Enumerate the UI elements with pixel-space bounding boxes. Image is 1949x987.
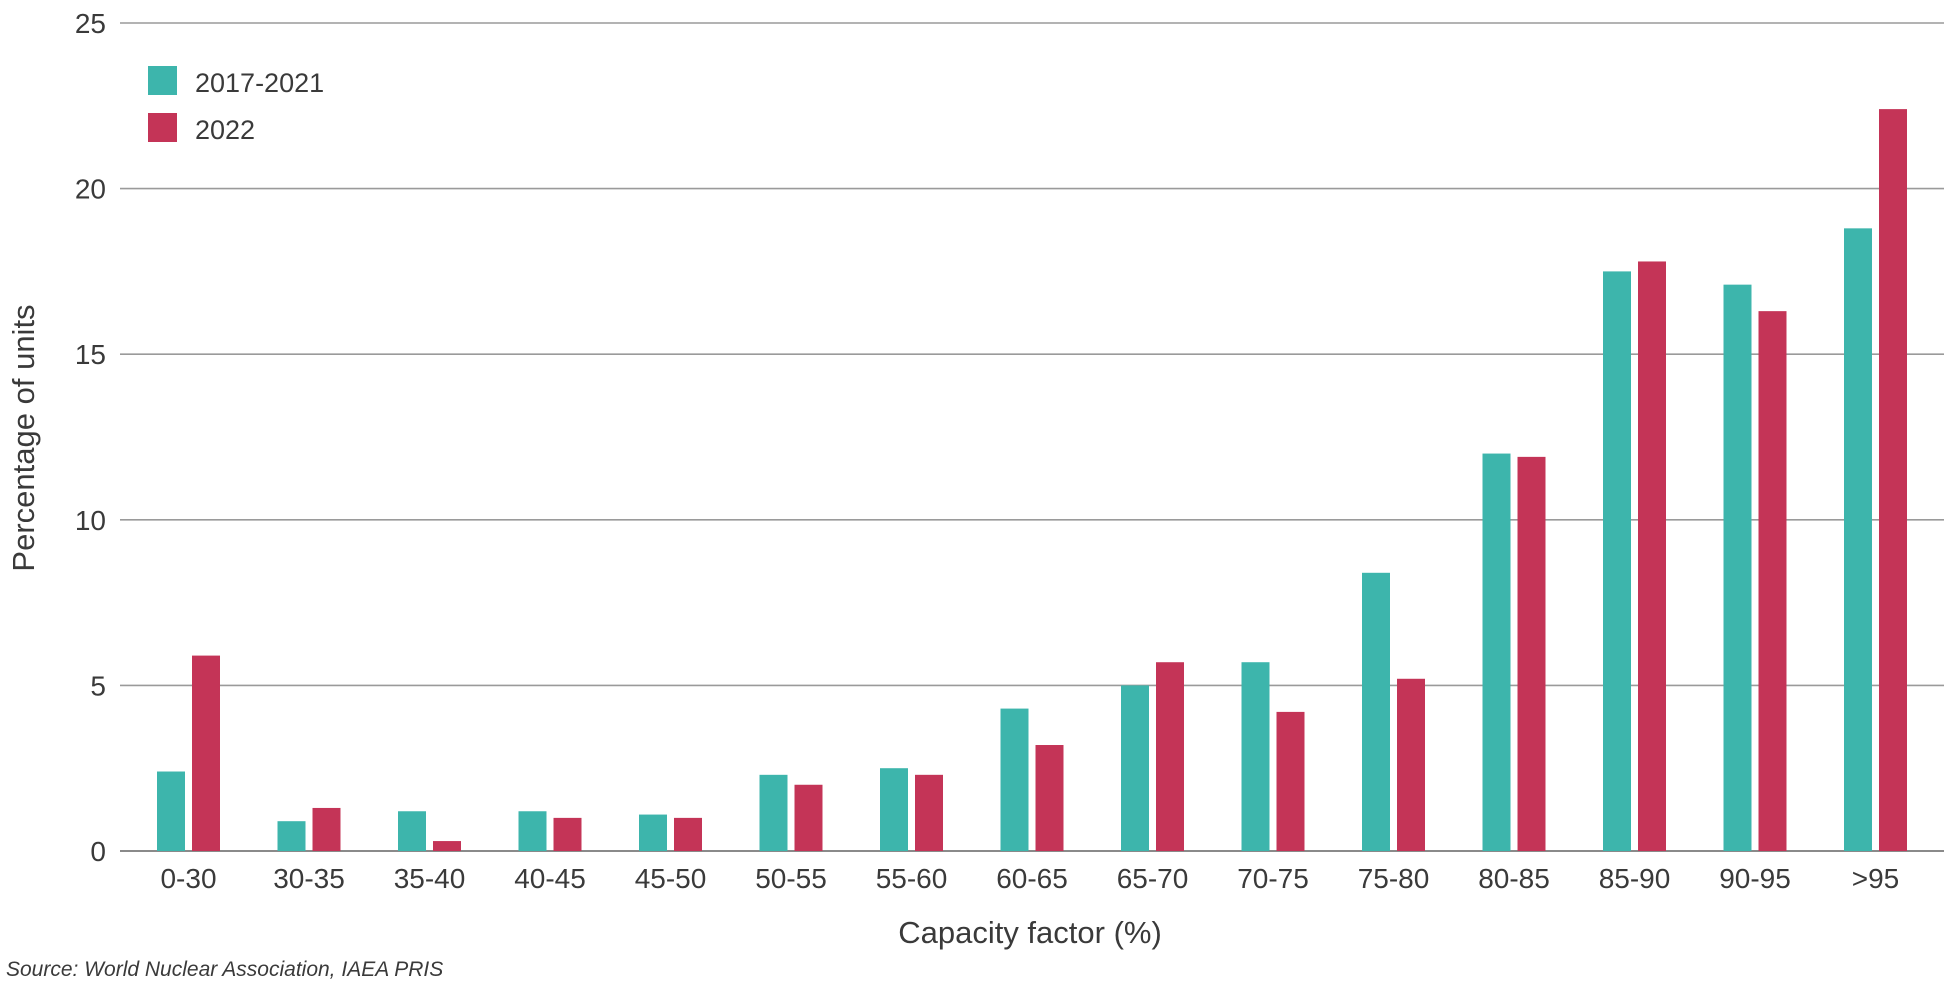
bar-2017-2021-85-90 <box>1603 271 1631 851</box>
bar-2022-65-70 <box>1156 662 1184 851</box>
bar-2017-2021-0-30 <box>157 771 185 851</box>
bar-2022-55-60 <box>915 774 943 851</box>
legend-swatch-2022 <box>148 113 177 142</box>
bar-2017-2021-75-80 <box>1362 572 1390 851</box>
bar-2022-40-45 <box>553 817 582 851</box>
x-tick-label-45-50: 45-50 <box>635 863 707 894</box>
bar-2017-2021-60-65 <box>1000 708 1029 851</box>
legend: 2017-2021 2022 <box>148 66 324 145</box>
y-tick-label-5: 5 <box>90 670 106 701</box>
bar-2017-2021-70-75 <box>1241 662 1270 851</box>
bar-2017-2021-50-55 <box>759 774 788 851</box>
x-tick-label-75-80: 75-80 <box>1358 863 1430 894</box>
x-tick-label-80-85: 80-85 <box>1478 863 1550 894</box>
x-tick-label-90-95: 90-95 <box>1719 863 1791 894</box>
y-axis-ticks: 0 5 10 15 20 25 <box>75 8 106 867</box>
y-tick-label-25: 25 <box>75 8 106 39</box>
x-tick-label-40-45: 40-45 <box>514 863 586 894</box>
x-tick-label-35-40: 35-40 <box>394 863 466 894</box>
y-axis-title: Percentage of units <box>6 304 41 571</box>
bar-2017-2021-55-60 <box>880 768 908 851</box>
bar-2022-80-85 <box>1517 456 1546 851</box>
bar-2022-70-75 <box>1276 711 1305 851</box>
bar-2022->95 <box>1879 109 1907 851</box>
legend-label-2022: 2022 <box>195 115 255 145</box>
bar-2017-2021-40-45 <box>518 811 547 851</box>
x-tick-label->95: >95 <box>1852 863 1900 894</box>
x-tick-label-65-70: 65-70 <box>1117 863 1189 894</box>
bar-2022-45-50 <box>674 817 702 851</box>
bar-2022-75-80 <box>1397 678 1425 851</box>
x-tick-label-50-55: 50-55 <box>755 863 827 894</box>
y-tick-label-20: 20 <box>75 174 106 205</box>
bar-2017-2021-80-85 <box>1482 453 1511 851</box>
bar-2022-35-40 <box>433 841 461 851</box>
legend-swatch-2017-2021 <box>148 66 177 95</box>
x-tick-label-60-65: 60-65 <box>996 863 1068 894</box>
x-axis-ticks: 0-30 30-35 35-40 40-45 45-50 50-55 55-60 60-65 6… <box>160 863 1899 894</box>
bar-2017-2021-65-70 <box>1121 685 1149 851</box>
y-tick-label-15: 15 <box>75 339 106 370</box>
legend-label-2017-2021: 2017-2021 <box>195 68 324 98</box>
x-tick-label-30-35: 30-35 <box>273 863 345 894</box>
x-tick-label-70-75: 70-75 <box>1237 863 1309 894</box>
bar-2022-0-30 <box>192 655 220 851</box>
bar-2022-60-65 <box>1035 745 1064 851</box>
bar-2022-90-95 <box>1758 311 1787 851</box>
bar-2017-2021-90-95 <box>1723 284 1752 851</box>
x-tick-label-55-60: 55-60 <box>876 863 948 894</box>
bar-2017-2021-45-50 <box>639 814 667 851</box>
bar-2022-30-35 <box>312 807 341 851</box>
bar-2017-2021-35-40 <box>398 811 426 851</box>
x-tick-label-0-30: 0-30 <box>160 863 216 894</box>
bar-2017-2021-30-35 <box>277 821 306 851</box>
x-tick-label-85-90: 85-90 <box>1599 863 1671 894</box>
bar-2017-2021->95 <box>1844 228 1872 851</box>
source-note: Source: World Nuclear Association, IAEA … <box>6 958 443 981</box>
y-tick-label-0: 0 <box>90 836 106 867</box>
x-axis-title: Capacity factor (%) <box>898 915 1162 950</box>
gridlines <box>120 22 1944 852</box>
y-tick-label-10: 10 <box>75 505 106 536</box>
bars <box>157 109 1907 851</box>
bar-2022-85-90 <box>1638 261 1666 851</box>
bar-2022-50-55 <box>794 784 823 851</box>
